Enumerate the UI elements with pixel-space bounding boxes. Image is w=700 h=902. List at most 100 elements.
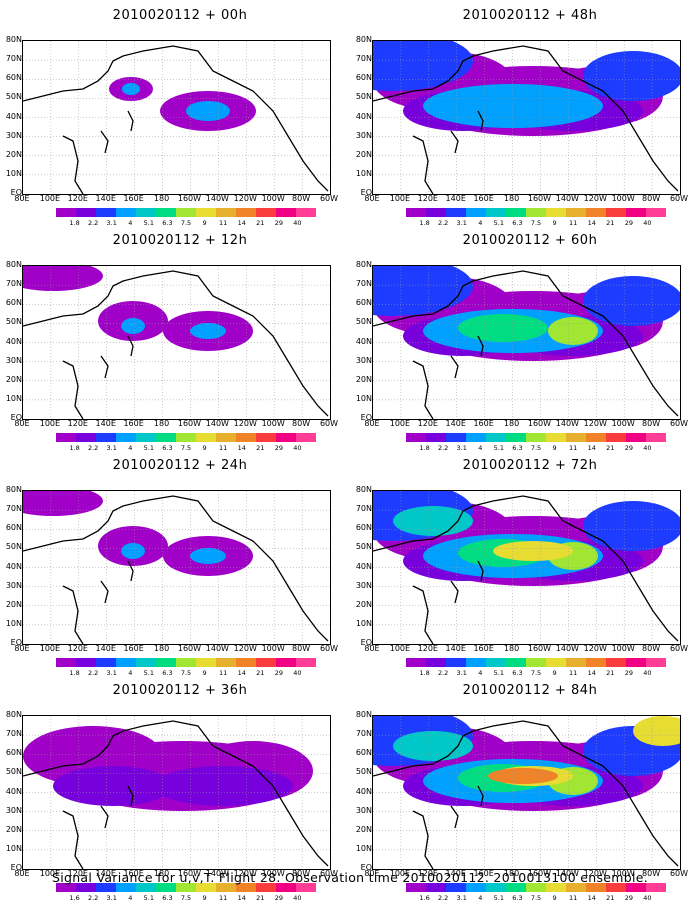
lon-label: 100W xyxy=(611,419,635,428)
variance-contour xyxy=(373,41,473,91)
colorbar-swatch xyxy=(626,208,646,217)
lat-label: 50N xyxy=(5,542,22,552)
map-plot xyxy=(22,490,331,645)
lon-label: 80E xyxy=(364,644,380,653)
lon-label: 100E xyxy=(39,419,61,428)
colorbar-swatch xyxy=(426,883,446,892)
lat-label: EQ xyxy=(360,863,372,872)
colorbar-swatch xyxy=(136,208,156,217)
colorbar-label: 11 xyxy=(219,219,228,227)
colorbar-label: 7.5 xyxy=(530,894,542,902)
lat-label: 60N xyxy=(5,298,22,308)
colorbar-swatch xyxy=(426,658,446,667)
colorbar-swatch xyxy=(276,208,296,217)
map-plot xyxy=(372,40,681,195)
colorbar-swatch xyxy=(586,208,606,217)
lat-label: 30N xyxy=(355,580,372,590)
colorbar-label: 9 xyxy=(552,894,557,902)
colorbar-label: 6.3 xyxy=(512,669,523,677)
colorbar-label: 5.1 xyxy=(143,219,155,227)
coastline xyxy=(23,495,329,644)
colorbar-swatch xyxy=(176,433,196,442)
colorbar-label: 4 xyxy=(478,219,483,227)
lon-label: 80W xyxy=(292,419,311,428)
lon-label: 120E xyxy=(67,869,88,878)
lon-label: 160E xyxy=(123,194,144,203)
colorbar-label: 7.5 xyxy=(180,219,192,227)
lat-label: 20N xyxy=(355,374,372,384)
colorbar-swatch xyxy=(276,433,296,442)
lon-label: 100W xyxy=(611,194,635,203)
colorbar-swatch xyxy=(566,433,586,442)
colorbar-swatch xyxy=(546,883,566,892)
lat-label: 50N xyxy=(355,317,372,327)
colorbar-label: 9 xyxy=(202,219,207,227)
colorbar-swatch xyxy=(626,883,646,892)
lat-label: EQ xyxy=(10,863,22,872)
colorbar-swatch xyxy=(446,433,466,442)
variance-contour xyxy=(23,266,103,291)
lon-label: 60W xyxy=(319,194,339,203)
colorbar-swatch xyxy=(156,433,176,442)
colorbar-swatch xyxy=(486,883,506,892)
colorbar-swatch xyxy=(486,658,506,667)
lon-label: 80E xyxy=(14,419,30,428)
colorbar-label: 11 xyxy=(219,444,228,452)
lat-label: EQ xyxy=(10,638,22,647)
lon-label: 120W xyxy=(233,869,257,878)
colorbar-swatch xyxy=(256,658,276,667)
colorbar-swatch xyxy=(466,883,486,892)
colorbar-swatch xyxy=(526,658,546,667)
map-field-svg xyxy=(373,266,680,419)
coastline xyxy=(373,45,679,194)
colorbar-swatch xyxy=(506,208,526,217)
lat-label: 60N xyxy=(355,298,372,308)
colorbar-swatch xyxy=(606,208,626,217)
colorbar-label: 7.5 xyxy=(530,444,542,452)
colorbar-label: 2.2 xyxy=(437,219,449,227)
lon-label: 140W xyxy=(555,194,579,203)
colorbar-label: 40 xyxy=(643,669,652,677)
colorbar-swatch xyxy=(546,433,566,442)
colorbar-label: 40 xyxy=(643,444,652,452)
colorbar-swatch xyxy=(156,208,176,217)
colorbar-label: 9 xyxy=(552,669,557,677)
colorbar xyxy=(406,658,666,667)
colorbar-swatch xyxy=(96,433,116,442)
lon-label: 120W xyxy=(583,644,607,653)
colorbar-swatch xyxy=(646,883,666,892)
lat-label: 20N xyxy=(355,149,372,159)
lon-label: 120E xyxy=(417,194,438,203)
colorbar-swatch xyxy=(256,208,276,217)
colorbar-swatch xyxy=(196,658,216,667)
colorbar-label: 29 xyxy=(624,219,633,227)
colorbar-label: 6.3 xyxy=(512,219,523,227)
colorbar xyxy=(406,208,666,217)
lon-label: 180 xyxy=(153,869,170,878)
lat-label: 60N xyxy=(355,523,372,533)
lat-label: 70N xyxy=(5,729,22,739)
colorbar-label: 21 xyxy=(606,219,615,227)
lat-label: 20N xyxy=(5,824,22,834)
colorbar-swatch xyxy=(296,658,316,667)
colorbar-swatch xyxy=(586,433,606,442)
variance-contour xyxy=(493,541,573,561)
lon-label: 80E xyxy=(364,194,380,203)
colorbar-label: 29 xyxy=(274,669,283,677)
map-field-svg xyxy=(23,266,330,419)
colorbar-label: 21 xyxy=(256,444,265,452)
colorbar-label: 6.3 xyxy=(162,444,173,452)
colorbar-label: 1.6 xyxy=(69,894,80,902)
coastline xyxy=(373,720,679,869)
lon-label: 140E xyxy=(95,644,116,653)
colorbar-label: 14 xyxy=(237,894,246,902)
variance-contour xyxy=(488,768,558,784)
colorbar-swatch xyxy=(566,208,586,217)
colorbar-label: 3.1 xyxy=(456,444,467,452)
colorbar-swatch xyxy=(176,883,196,892)
colorbar-swatch xyxy=(216,658,236,667)
colorbar-label: 7.5 xyxy=(180,669,192,677)
colorbar-swatch xyxy=(116,883,136,892)
colorbar-label: 40 xyxy=(293,669,302,677)
colorbar-label: 14 xyxy=(587,444,596,452)
